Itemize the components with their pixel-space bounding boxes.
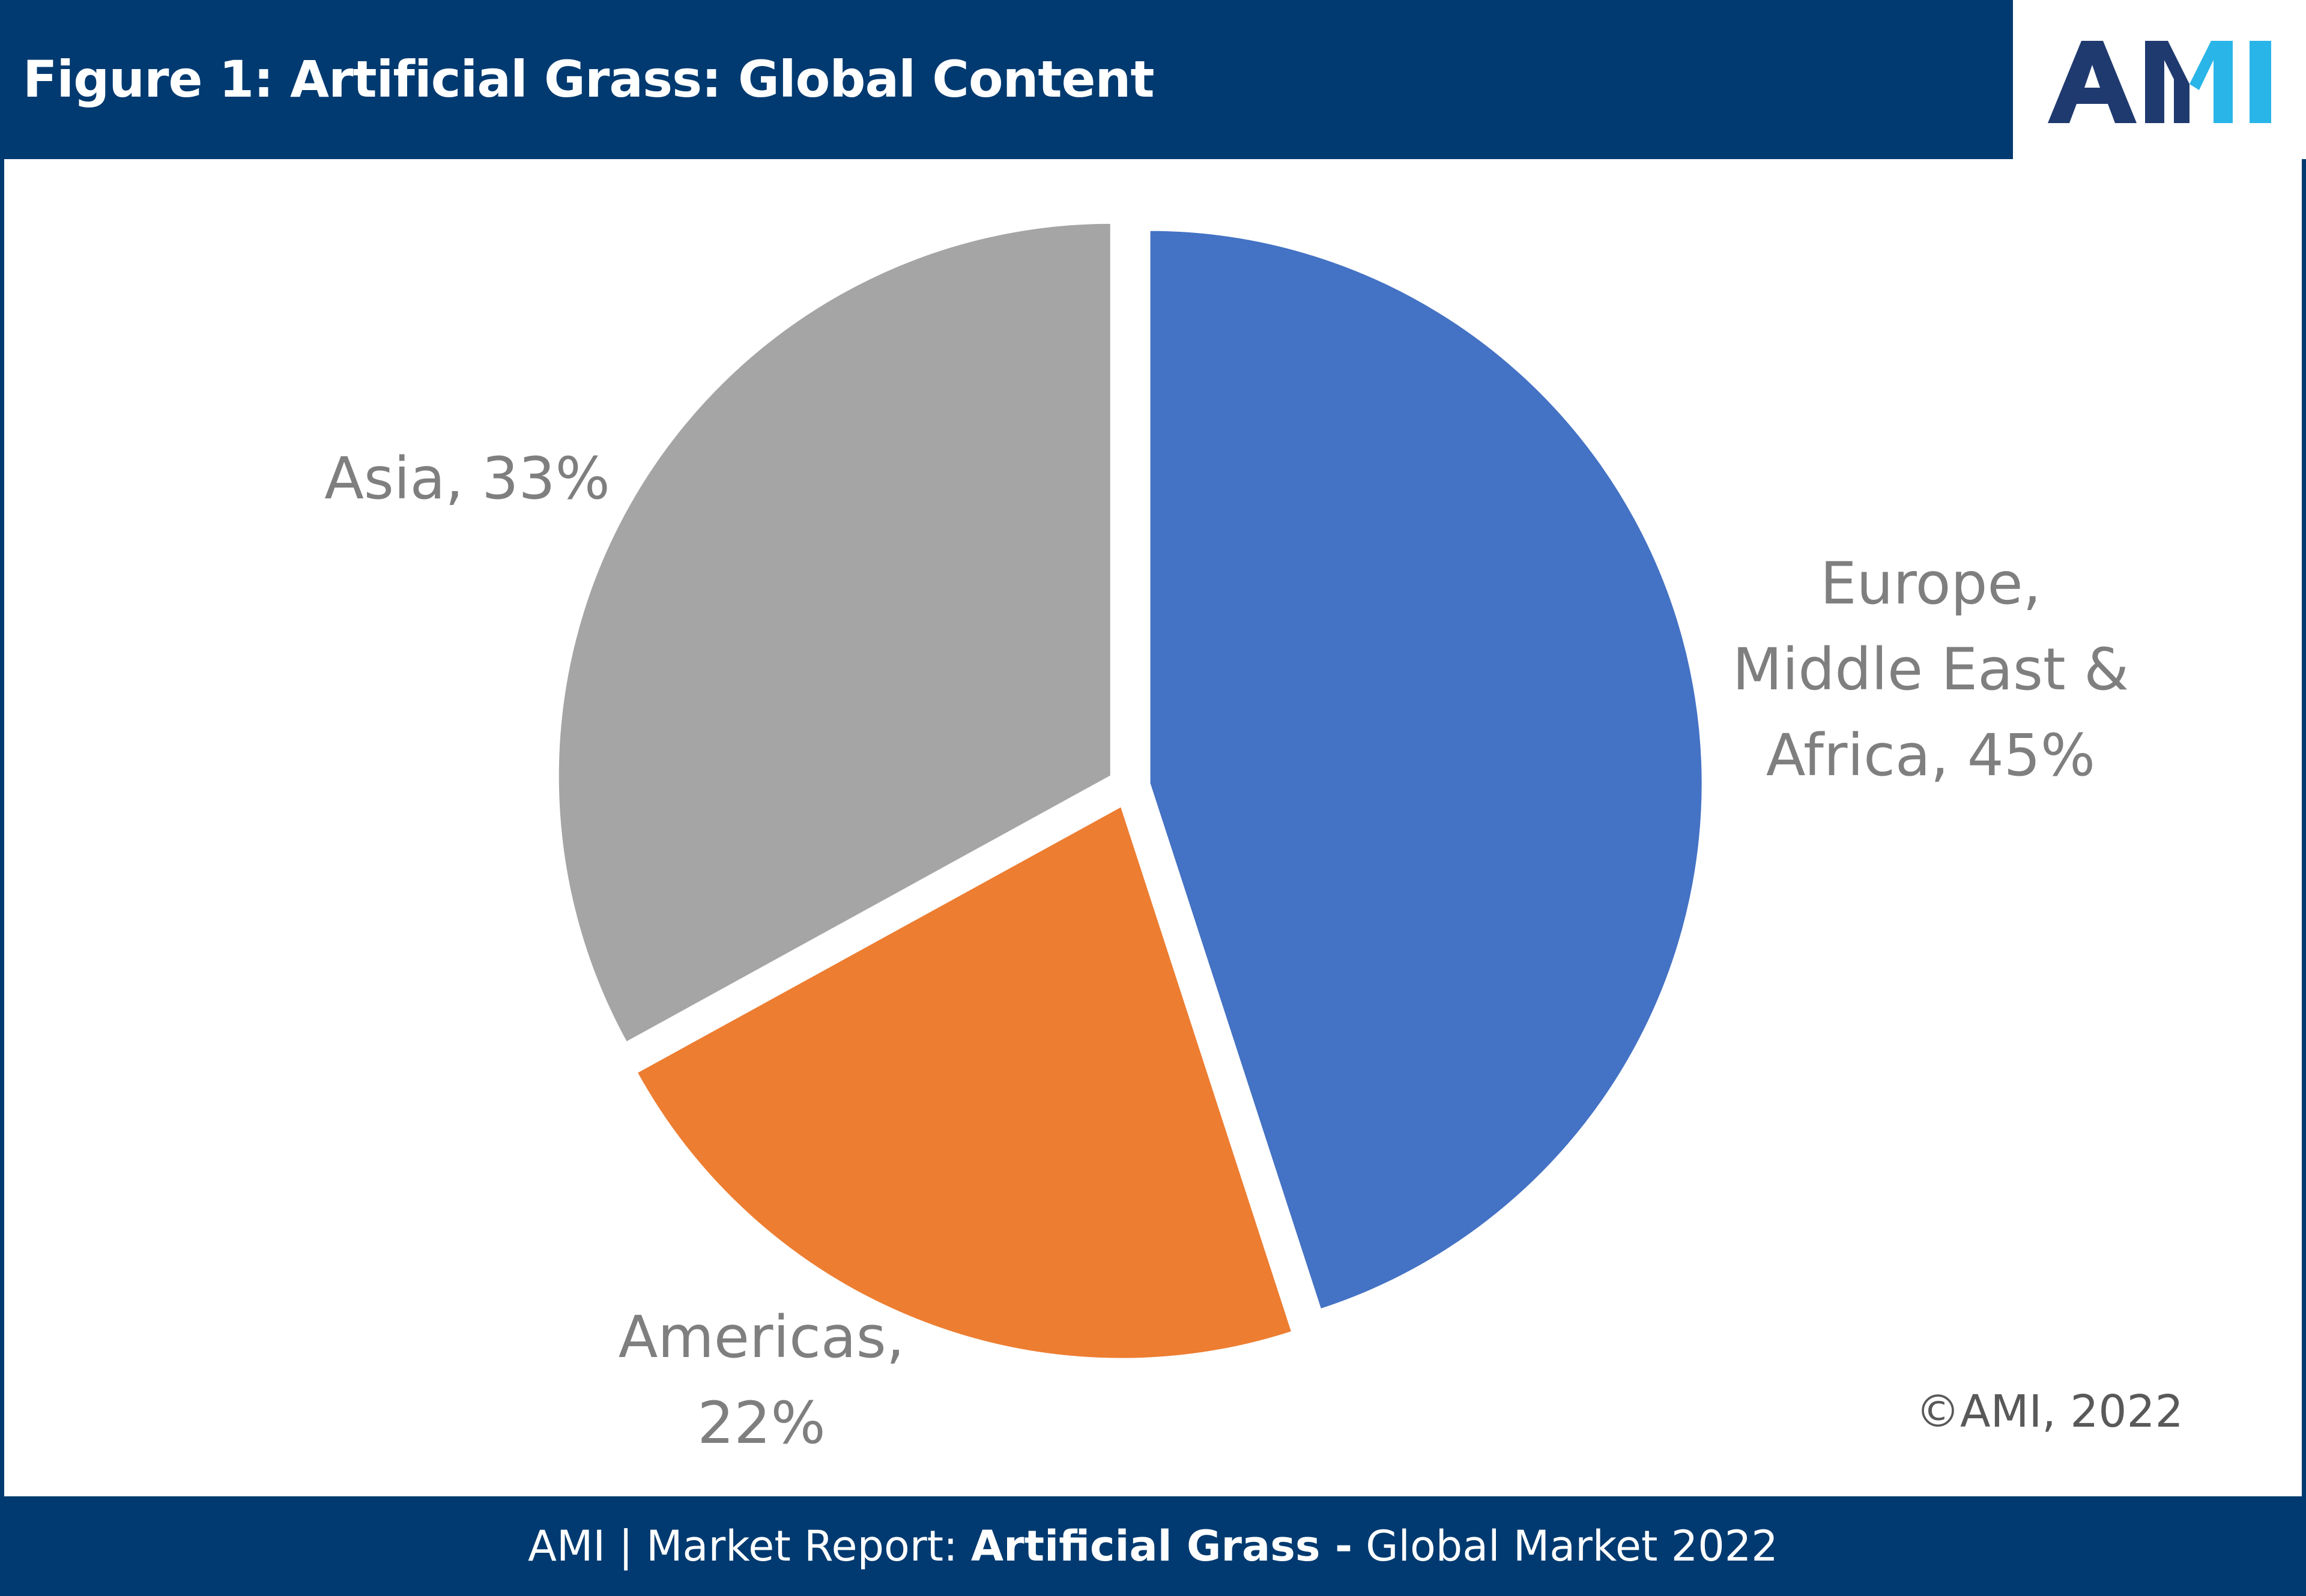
pie-label-line: Africa, 45% (1766, 722, 2095, 789)
pie-slices (556, 221, 1704, 1361)
copyright-note: ©AMI, 2022 (1916, 1386, 2183, 1437)
pie-label-line: Middle East & (1733, 636, 2129, 703)
logo-letter-m-left (2145, 41, 2189, 123)
pie-label-line: Americas, (619, 1304, 905, 1371)
pie-label-line: Europe, (1820, 550, 2041, 617)
pie-labels: Europe, Middle East & Africa, 45% Americas,… (324, 445, 2129, 1457)
pie-label-line: 22% (697, 1389, 825, 1457)
pie-slice-asia (556, 221, 1113, 1045)
pie-label-europe-middle-east-africa: Europe, Middle East & Africa, 45% (1733, 550, 2129, 789)
ami-logo-mark (2048, 41, 2271, 123)
title-bar: Figure 1: Artificial Grass: Global Conte… (0, 0, 2013, 159)
footer-report-title: Artificial Grass - (970, 1522, 1353, 1571)
logo-letter-m-right (2189, 41, 2233, 123)
ami-logo (2013, 0, 2306, 159)
pie-slice-americas (634, 803, 1294, 1361)
pie-chart-svg: Europe, Middle East & Africa, 45% Americas,… (324, 221, 2129, 1457)
footer-bar: AMI | Market Report: Artificial Grass - … (0, 1496, 2306, 1596)
pie-label-line: Asia, 33% (324, 445, 610, 512)
footer-suffix: Global Market 2022 (1352, 1522, 1778, 1571)
pie-slice-europe-middle-east-africa (1148, 228, 1704, 1312)
pie-label-asia: Asia, 33% (324, 445, 610, 512)
pie-label-americas: Americas, 22% (619, 1304, 905, 1457)
page-title: Figure 1: Artificial Grass: Global Conte… (23, 50, 1154, 109)
footer-prefix: AMI | Market Report: (528, 1522, 971, 1571)
pie-chart: Europe, Middle East & Africa, 45% Americas,… (0, 159, 2306, 1496)
logo-letter-i (2250, 41, 2271, 123)
logo-letter-a-counter (2084, 65, 2100, 88)
